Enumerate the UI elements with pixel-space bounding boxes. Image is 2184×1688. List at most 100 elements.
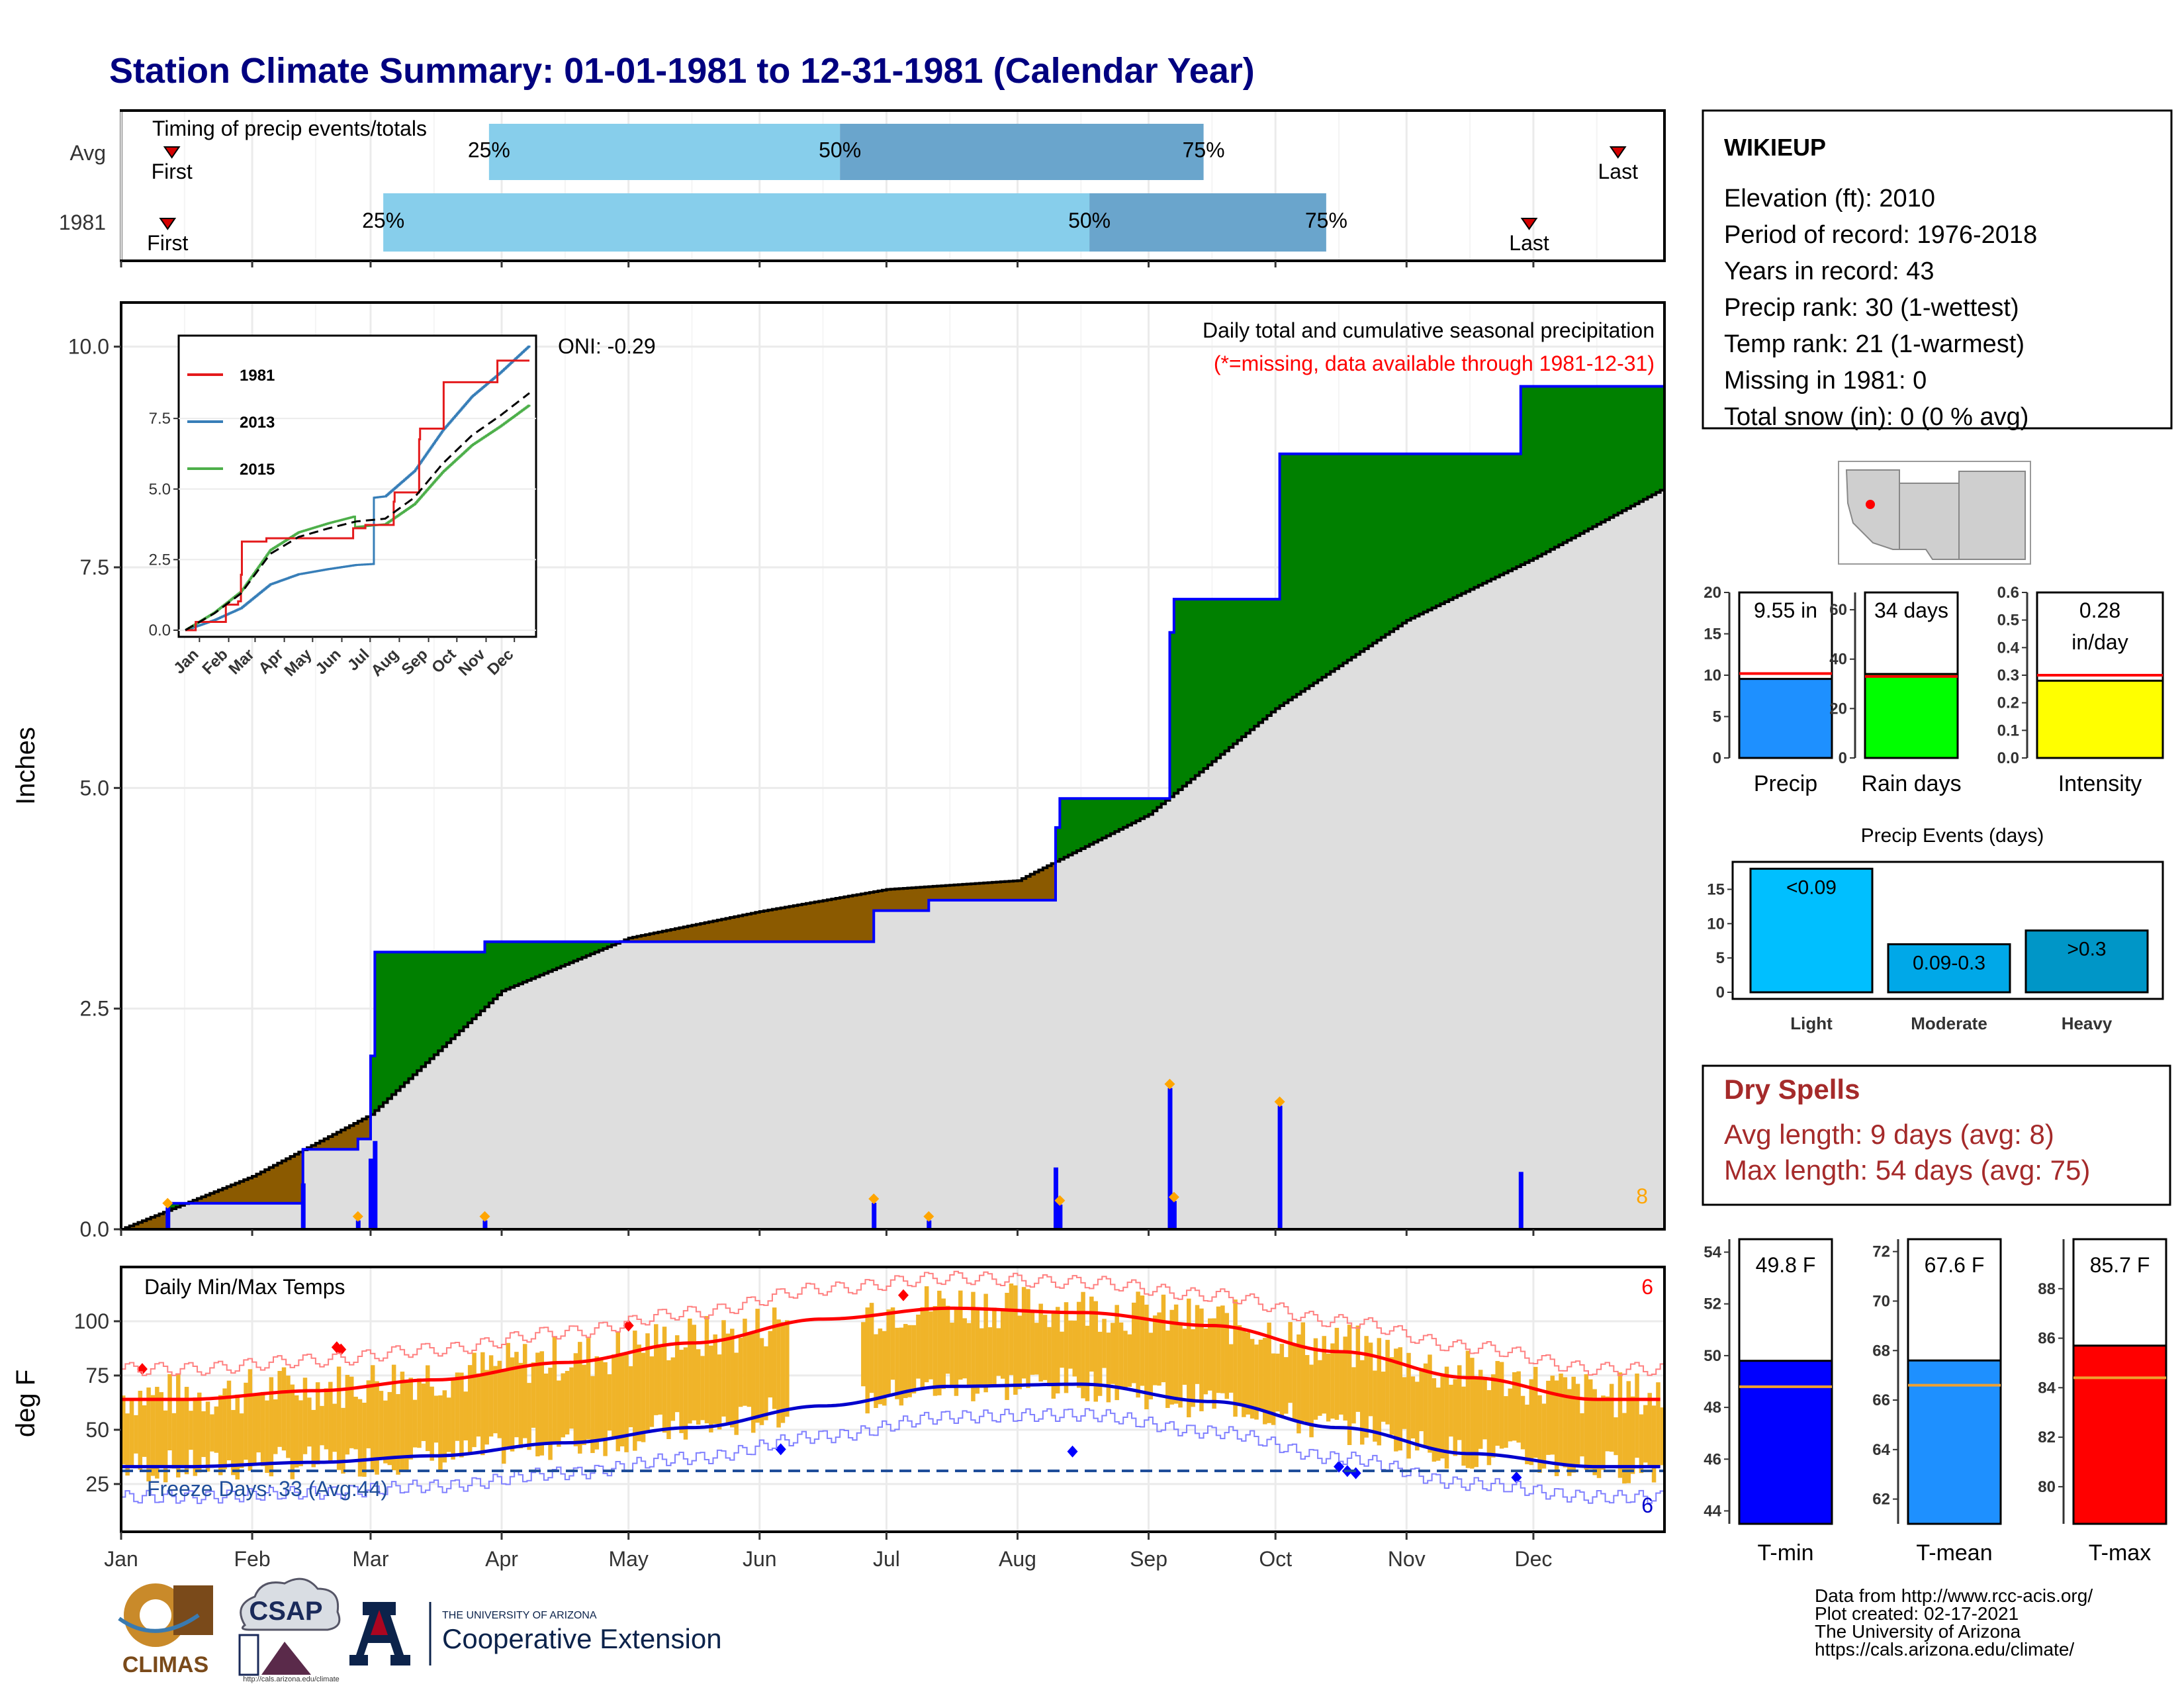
daily-temp-bar <box>1242 1330 1246 1417</box>
daily-temp-bar <box>666 1360 671 1440</box>
daily-temp-bar <box>1233 1299 1238 1417</box>
daily-temp-bar <box>916 1314 921 1379</box>
daily-temp-bar <box>197 1392 202 1473</box>
month-tick-label: Oct <box>1259 1547 1292 1571</box>
inset-legend-label: 2015 <box>240 461 275 479</box>
daily-temp-bar <box>383 1400 388 1464</box>
daily-temp-bar <box>497 1360 502 1438</box>
small-bar-category-label: Rain days <box>1861 771 1961 796</box>
precip-y-axis-title: Inches <box>11 727 40 805</box>
daily-temp-bar <box>155 1387 159 1479</box>
footer-data-source: Data from http://www.rcc-acis.org/ <box>1815 1585 2093 1606</box>
daily-temp-bar <box>146 1387 151 1481</box>
daily-temp-bar <box>1486 1390 1492 1466</box>
daily-temp-bar <box>1580 1413 1584 1457</box>
events-bar-label: <0.09 <box>1786 876 1837 898</box>
daily-temp-bar <box>1512 1372 1517 1441</box>
daily-temp-bar <box>226 1380 232 1461</box>
daily-temp-bar <box>1292 1344 1297 1420</box>
daily-temp-bar <box>1516 1371 1521 1443</box>
daily-temp-bar <box>1085 1325 1090 1401</box>
daily-temp-bar <box>1373 1370 1377 1442</box>
precip-y-tick-label: 10.0 <box>68 335 109 359</box>
daily-temp-bar <box>1191 1329 1195 1407</box>
precip-events-chart: Precip Events (days) 0 5 10 15 <0.09 Light 0.0… <box>1707 825 2164 1033</box>
daily-temp-bar <box>1038 1303 1043 1382</box>
daily-temp-bar <box>121 1395 126 1465</box>
daily-temp-bar <box>1339 1352 1343 1415</box>
temp-bar-tick-label: 46 <box>1704 1450 1721 1468</box>
daily-precip-bar <box>1167 1088 1173 1229</box>
daily-temp-bar <box>886 1309 891 1395</box>
normal-cumulative-area <box>121 488 1664 1229</box>
temp-bar-tick-label: 82 <box>2038 1429 2056 1446</box>
daily-temp-bar <box>1461 1386 1466 1466</box>
daily-temp-bar <box>1550 1376 1555 1455</box>
small-bar-tick-label: 10 <box>1704 667 1721 684</box>
daily-temp-bar <box>1246 1332 1250 1415</box>
daily-temp-bar <box>895 1327 899 1399</box>
daily-temp-bar <box>1127 1334 1132 1387</box>
temp-bar-value-label: 67.6 F <box>1925 1253 1985 1277</box>
daily-temp-bar <box>696 1349 701 1425</box>
daily-temp-bar <box>510 1357 515 1452</box>
daily-temp-bar <box>1541 1403 1547 1469</box>
daily-temp-bar <box>379 1391 384 1460</box>
daily-temp-bar <box>480 1352 485 1456</box>
daily-temp-bar <box>645 1333 650 1432</box>
precip-subtitle: Daily total and cumulative seasonal prec… <box>1203 318 1655 342</box>
daily-temp-bar <box>1609 1383 1614 1452</box>
timing-percentile-label: 25% <box>362 209 404 232</box>
daily-temp-bar <box>598 1359 604 1440</box>
daily-temp-bar <box>1263 1338 1267 1425</box>
location-map <box>1838 461 2031 565</box>
daily-temp-bar <box>1199 1308 1204 1411</box>
inset-line-2015 <box>185 404 531 632</box>
temp-bar-value <box>1738 1360 1833 1525</box>
daily-temp-bar <box>1508 1388 1513 1442</box>
temp-bar-tick-label: 80 <box>2038 1478 2056 1496</box>
month-tick-label: Apr <box>485 1547 518 1571</box>
daily-temp-bar <box>134 1415 138 1454</box>
daily-precip-bar <box>355 1220 361 1229</box>
daily-temp-bar <box>1309 1364 1314 1438</box>
daily-temp-bar <box>1630 1396 1635 1474</box>
daily-temp-bar <box>603 1362 608 1456</box>
daily-temp-bar <box>725 1333 731 1424</box>
daily-temp-bar <box>129 1397 134 1467</box>
daily-temp-bar <box>531 1362 536 1428</box>
daily-temp-bar <box>472 1352 477 1448</box>
month-tick-label: Dec <box>1514 1547 1552 1571</box>
daily-temp-bar <box>1394 1348 1398 1452</box>
daily-precip-bar <box>482 1220 488 1229</box>
daily-temp-bar <box>1021 1287 1026 1379</box>
daily-temp-bar <box>362 1403 367 1477</box>
daily-temp-bar <box>1106 1333 1111 1403</box>
daily-temp-bar <box>467 1365 473 1454</box>
inset-y-tick-label: 5.0 <box>149 481 171 498</box>
daily-temp-bar <box>1626 1381 1631 1483</box>
daily-temp-bar <box>484 1370 489 1445</box>
daily-precip-bar <box>1058 1204 1063 1229</box>
month-tick-label: May <box>608 1547 648 1571</box>
daily-temp-bar <box>1076 1301 1081 1388</box>
daily-temp-bar <box>201 1411 206 1458</box>
small-bar-value-label: 9.55 in <box>1754 598 1817 622</box>
station-elevation: Elevation (ft): 2010 <box>1724 185 1935 212</box>
daily-temp-bar <box>412 1399 418 1448</box>
daily-temp-bar <box>1660 1407 1665 1466</box>
daily-temp-bar <box>341 1407 345 1474</box>
daily-temp-bar <box>1410 1376 1416 1438</box>
temp-bar-tick-label: 48 <box>1704 1399 1721 1417</box>
temp-bar-tick-label: 50 <box>1704 1347 1721 1365</box>
precip-y-tick-label: 2.5 <box>80 997 109 1021</box>
daily-temp-bar <box>1643 1405 1648 1463</box>
small-bar-tick-label: 15 <box>1704 626 1721 643</box>
daily-temp-bar <box>1047 1327 1052 1387</box>
precip-y-tick-label: 7.5 <box>80 555 109 579</box>
tmax-record-marker <box>897 1289 909 1301</box>
timing-bar-50-75 <box>1089 193 1326 252</box>
daily-temp-bar <box>488 1355 494 1437</box>
daily-temp-bar <box>869 1303 874 1393</box>
